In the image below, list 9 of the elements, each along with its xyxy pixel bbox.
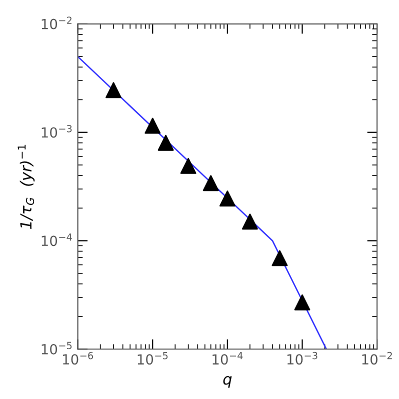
x-tick-label: 10$^{−2}$ [362,352,392,365]
x-tick-label: 10$^{−4}$ [212,352,243,365]
y-tick-label: 10$^{−4}$ [42,234,72,246]
x-axis-title: q [223,376,232,388]
x-tick-label: 10$^{−5}$ [138,352,168,365]
y-axis-title: 1/τ$_{G}$ (yr)$^{−1}$ [18,144,35,229]
x-tick-label: 10$^{−3}$ [287,352,318,365]
y-tick-label: 10$^{−3}$ [42,124,72,138]
y-tick-label: 10$^{−2}$ [42,16,72,30]
